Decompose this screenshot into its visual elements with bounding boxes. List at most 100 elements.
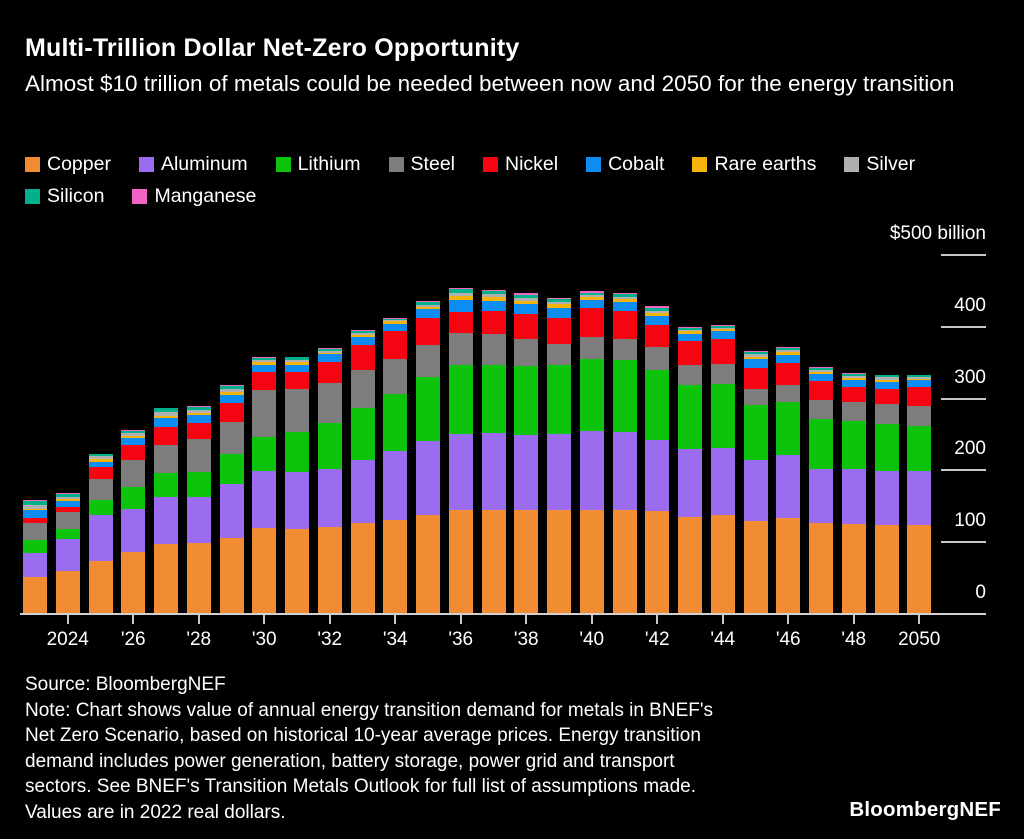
segment-cobalt [121, 437, 146, 445]
segment-aluminum [579, 430, 604, 510]
segment-rare-earths [23, 508, 47, 511]
segment-manganese [874, 374, 899, 376]
segment-steel [907, 406, 932, 427]
legend-swatch-icon [844, 157, 860, 172]
bar-2049 [874, 374, 899, 613]
segment-silicon [23, 501, 47, 505]
bar-2025 [88, 453, 113, 613]
segment-steel [776, 385, 801, 402]
segment-silicon [481, 291, 506, 295]
legend-label: Manganese [154, 185, 257, 207]
segment-lithium [809, 419, 833, 469]
segment-manganese [121, 429, 146, 431]
segment-rare-earths [547, 304, 571, 308]
segment-copper [186, 543, 211, 613]
x-axis-label-2030: '30 [251, 629, 277, 650]
segment-cobalt [743, 359, 768, 369]
chart-title: Multi-Trillion Dollar Net-Zero Opportuni… [25, 34, 520, 62]
segment-rare-earths [350, 335, 375, 338]
segment-copper [579, 509, 604, 613]
x-axis-tick [787, 615, 790, 624]
segment-manganese [514, 293, 539, 295]
legend-item-lithium: Lithium [275, 153, 361, 176]
segment-lithium [154, 472, 178, 497]
segment-rare-earths [710, 329, 735, 332]
x-axis-line [20, 613, 986, 615]
segment-nickel [383, 330, 408, 360]
segment-copper [645, 511, 670, 613]
segment-manganese [317, 348, 342, 349]
segment-rare-earths [285, 362, 309, 365]
segment-lithium [514, 365, 539, 435]
segment-steel [579, 337, 604, 360]
segment-silver [645, 310, 670, 313]
segment-aluminum [285, 471, 309, 529]
segment-copper [121, 551, 146, 613]
segment-rare-earths [645, 312, 670, 316]
x-axis-tick [197, 615, 200, 624]
segment-manganese [88, 453, 113, 455]
legend-swatch-icon [138, 157, 154, 172]
legend-item-cobalt: Cobalt [586, 153, 664, 176]
segment-nickel [743, 368, 768, 389]
segment-cobalt [448, 299, 473, 313]
segment-silver [448, 292, 473, 296]
segment-cobalt [579, 299, 604, 309]
segment-nickel [219, 402, 244, 422]
x-axis-label-2038: '38 [513, 629, 539, 650]
segment-silicon [285, 357, 309, 360]
segment-cobalt [710, 331, 735, 339]
segment-silicon [579, 292, 604, 295]
x-axis-tick [328, 615, 331, 624]
segment-steel [841, 401, 866, 421]
bar-2034 [383, 317, 408, 613]
segment-silver [841, 376, 866, 379]
segment-cobalt [481, 300, 506, 312]
bar-2040 [579, 291, 604, 613]
segment-manganese [23, 500, 47, 502]
segment-steel [678, 365, 702, 385]
segment-copper [481, 510, 506, 613]
legend-label: Silver [866, 153, 916, 175]
y-axis-tick [941, 325, 986, 328]
segment-aluminum [776, 454, 801, 519]
segment-manganese [907, 374, 932, 376]
segment-rare-earths [252, 362, 277, 365]
segment-silicon [55, 493, 80, 497]
bar-2036 [448, 287, 473, 613]
y-axis-tick [941, 397, 986, 400]
segment-manganese [743, 350, 768, 353]
brand-logo: BloombergNEF [849, 798, 1001, 821]
segment-aluminum [219, 483, 244, 538]
segment-cobalt [23, 510, 47, 518]
y-axis-tick [941, 469, 986, 472]
segment-rare-earths [317, 353, 342, 355]
segment-copper [612, 509, 637, 613]
note-line: demand includes power generation, batter… [25, 750, 675, 772]
segment-rare-earths [55, 498, 80, 501]
segment-copper [219, 537, 244, 613]
segment-silicon [317, 348, 342, 351]
segment-copper [350, 522, 375, 613]
segment-nickel [285, 371, 309, 389]
segment-manganese [350, 330, 375, 331]
segment-manganese [809, 367, 833, 369]
bar-2042 [645, 306, 670, 613]
segment-copper [23, 577, 47, 613]
segment-cobalt [154, 418, 178, 427]
bar-2027 [154, 407, 178, 613]
segment-copper [88, 560, 113, 613]
segment-cobalt [547, 307, 571, 318]
segment-rare-earths [579, 297, 604, 300]
footer-notes: Source: BloombergNEF Note: Chart shows v… [25, 672, 713, 825]
segment-copper [416, 515, 440, 613]
legend-label: Copper [47, 153, 111, 175]
segment-aluminum [743, 460, 768, 522]
y-axis-label-100: 100 [954, 510, 986, 532]
x-axis-tick [918, 615, 921, 624]
segment-lithium [547, 365, 571, 435]
x-axis-label-2040: '40 [579, 629, 605, 650]
segment-lithium [285, 432, 309, 472]
segment-manganese [547, 297, 571, 300]
segment-aluminum [23, 552, 47, 578]
